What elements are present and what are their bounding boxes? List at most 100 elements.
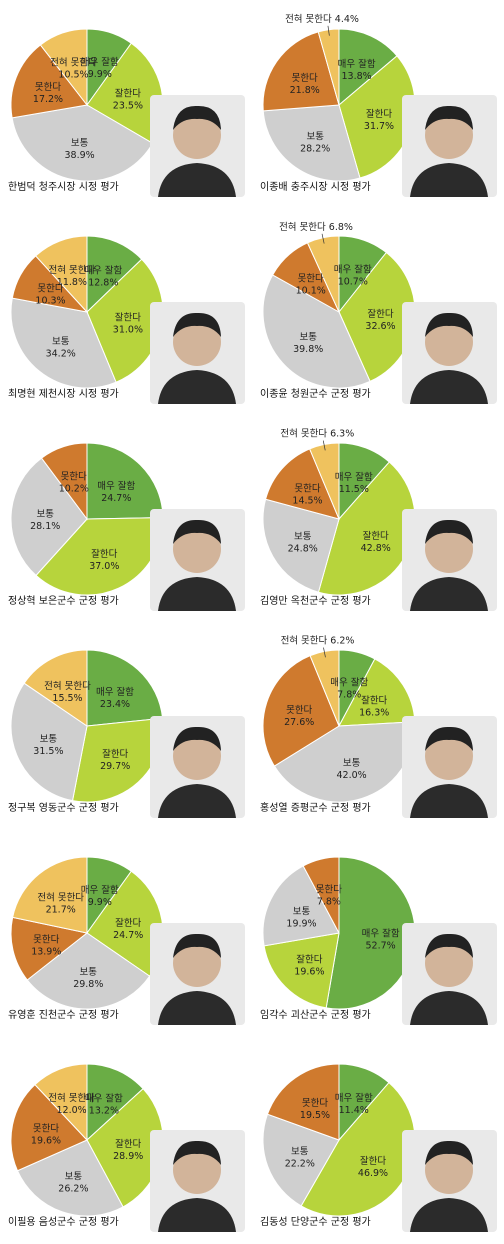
slice-label: 매우 잘함 12.8%: [84, 265, 122, 289]
slice-label: 매우 잘함 11.5%: [335, 471, 373, 495]
slice-label: 보통 29.8%: [73, 967, 103, 990]
slice-label: 못한다 27.6%: [284, 705, 314, 728]
portrait-suit-icon: [158, 370, 236, 404]
slice-label: 보통 28.1%: [30, 509, 60, 532]
slice-label: 잘한다 24.7%: [113, 917, 143, 941]
slice-label: 못한다 7.8%: [316, 884, 342, 907]
slice-label: 보통 19.9%: [286, 907, 316, 930]
portrait-hair-icon: [425, 312, 473, 337]
slice-label: 못한다 14.5%: [292, 484, 322, 507]
portrait-face-icon: [173, 732, 221, 780]
portrait-face-icon: [425, 318, 473, 366]
slice-label: 못한다 10.1%: [296, 273, 326, 296]
portrait-hair-icon: [425, 726, 473, 751]
pie-chart-panel: 매우 잘함 23.4% 잘한다 29.7% 보통 31.5% 전혀 못한다 15.5% 정구복 …: [0, 621, 252, 828]
pie-chart-panel: 매우 잘함 9.9% 잘한다 24.7% 보통 29.8% 못한다 13.9% 전혀 못한다 21…: [0, 828, 252, 1035]
slice-label: 잘한다 42.8%: [361, 530, 391, 554]
chart-title: 이필용 음성군수 군정 평가: [8, 1216, 119, 1228]
slice-label: 매우 잘함 9.9%: [81, 884, 119, 908]
pie-chart: 매우 잘함 11.4% 잘한다 46.9% 보통 22.2% 못한다 19.5% 김동성 단양군…: [260, 1063, 497, 1232]
pie-slice-very-bad: [23, 649, 88, 727]
pie-slice-bad: [264, 448, 340, 520]
slice-label: 전혀 못한다 15.5%: [44, 681, 91, 704]
portrait-suit-icon: [158, 991, 236, 1025]
pie-slice-neutral: [10, 682, 88, 802]
pie-slice-very-bad: [35, 235, 88, 314]
pie-chart: 매우 잘함 9.9% 잘한다 23.5% 보통 38.9% 못한다 17.2%전혀 못한다 10…: [8, 28, 245, 197]
pie-leader-line: [327, 25, 330, 36]
slice-label: 잘한다 37.0%: [89, 548, 119, 572]
slice-label: 보통 31.5%: [33, 734, 63, 757]
portrait-hair-icon: [173, 933, 221, 958]
slice-label: 보통 42.0%: [337, 758, 367, 781]
portrait-hair-icon: [425, 1140, 473, 1165]
portrait-hair-icon: [425, 105, 473, 130]
pie-chart-panel: 매우 잘함 7.8% 잘한다 16.3% 보통 42.0% 못한다 27.6% 전혀 못한다 6…: [252, 621, 504, 828]
portrait-face-icon: [425, 525, 473, 573]
slice-label: 매우 잘함 13.8%: [338, 58, 376, 82]
slice-label: 잘한다 19.6%: [294, 954, 324, 978]
chart-title: 김영만 옥천군수 군정 평가: [260, 595, 371, 607]
portrait-suit-icon: [410, 784, 488, 818]
pie-chart: 매우 잘함 7.8%잘한다 16.3% 보통 42.0% 못한다 27.6% 전혀 못한다 6…: [260, 636, 497, 818]
pie-chart: 매우 잘함 24.7% 잘한다 37.0% 보통 28.1% 못한다 10.2% 정상혁 보은군…: [8, 442, 245, 611]
chart-title: 홍성열 증평군수 군정 평가: [260, 801, 371, 814]
slice-label: 못한다 19.5%: [300, 1098, 330, 1121]
slice-label: 잘한다 16.3%: [359, 695, 389, 719]
chart-title: 정상혁 보은군수 군정 평가: [8, 595, 119, 607]
slice-label: 매우 잘함 10.7%: [334, 264, 372, 288]
pie-chart-panel: 매우 잘함 52.7% 잘한다 19.6% 보통 19.9% 못한다 7.8% 임각수 괴산군수…: [252, 828, 504, 1035]
portrait-suit-icon: [410, 1198, 488, 1232]
slice-label: 보통 24.8%: [288, 532, 318, 555]
portrait-face-icon: [425, 111, 473, 159]
pie-slice-bad: [10, 916, 89, 981]
pie-leader-line: [323, 647, 326, 658]
pie-chart-panel: 매우 잘함 9.9% 잘한다 23.5% 보통 38.9% 못한다 17.2% 전혀 못한다 10…: [0, 0, 252, 207]
slice-label: 보통 28.2%: [300, 131, 330, 154]
pie-chart: 매우 잘함 12.8% 잘한다 31.0% 보통 34.2% 못한다 10.3%전혀 못한다 1…: [8, 235, 245, 404]
portrait-face-icon: [425, 1146, 473, 1194]
pie-chart: 매우 잘함 9.9% 잘한다 24.7% 보통 29.8% 못한다 13.9% 전혀 못한다 21…: [8, 856, 245, 1025]
pie-chart: 매우 잘함 52.7% 잘한다 19.6% 보통 19.9%못한다 7.8% 임각수 괴산군수…: [260, 856, 497, 1025]
pie-chart: 매우 잘함 13.2% 잘한다 28.9% 보통 26.2% 못한다 19.6% 전혀 못한다 1…: [8, 1063, 245, 1232]
pie-slice-very-good: [86, 442, 164, 520]
pie-slice-very-good: [86, 649, 164, 727]
portrait-hair-icon: [173, 312, 221, 337]
pie-slice-very-good: [86, 235, 143, 314]
slice-label: 보통 39.8%: [293, 332, 323, 355]
chart-title: 유영훈 진천군수 군정 평가: [8, 1008, 119, 1021]
chart-title: 임각수 괴산군수 군정 평가: [260, 1008, 371, 1021]
slice-label: 못한다 19.6%: [31, 1124, 61, 1147]
pie-slice-neutral: [262, 104, 361, 182]
portrait-hair-icon: [425, 519, 473, 544]
chart-title: 이종배 충주시장 시정 평가: [260, 181, 371, 193]
slice-label: 잘한다 29.7%: [100, 748, 130, 772]
slice-label: 매우 잘함 9.9%: [81, 56, 119, 80]
portrait-face-icon: [173, 318, 221, 366]
pie-slice-neutral: [262, 865, 340, 947]
slice-label: 매우 잘함 23.4%: [96, 686, 134, 710]
pie-slice-neutral: [11, 104, 154, 182]
slice-label: 잘한다 32.6%: [365, 308, 395, 332]
pie-slice-bad: [262, 655, 340, 767]
slice-label: 잘한다 31.0%: [113, 312, 143, 336]
portrait-suit-icon: [410, 991, 488, 1025]
pie-slice-very-good: [86, 1063, 144, 1142]
pie-chart-panel: 매우 잘함 13.2% 잘한다 28.9% 보통 26.2% 못한다 19.6% 전혀 못한다 1…: [0, 1035, 252, 1242]
chart-title: 김동성 단양군수 군정 평가: [260, 1216, 371, 1228]
pie-chart-panel: 매우 잘함 24.7% 잘한다 37.0% 보통 28.1% 못한다 10.2% 정상혁 보은군…: [0, 414, 252, 621]
pie-slice-very-bad: [34, 1063, 88, 1142]
slice-label: 전혀 못한다 12.0%: [48, 1093, 95, 1116]
pie-slice-bad: [40, 442, 88, 521]
pie-chart-panel: 매우 잘함 12.8% 잘한다 31.0% 보통 34.2% 못한다 10.3% 전혀 못한다 1…: [0, 207, 252, 414]
portrait-hair-icon: [173, 1140, 221, 1165]
portrait-suit-icon: [410, 163, 488, 197]
chart-title: 한범덕 청주시장 시정 평가: [8, 181, 119, 193]
slice-label: 전혀 못한다 11.8%: [49, 265, 96, 288]
pie-chart: 매우 잘함 13.8% 잘한다 31.7% 보통 28.2% 못한다 21.8% 전혀 못한다 …: [260, 14, 497, 197]
portrait-hair-icon: [173, 726, 221, 751]
portrait-suit-icon: [158, 163, 236, 197]
portrait-hair-icon: [425, 933, 473, 958]
slice-label: 매우 잘함 24.7%: [97, 480, 135, 504]
